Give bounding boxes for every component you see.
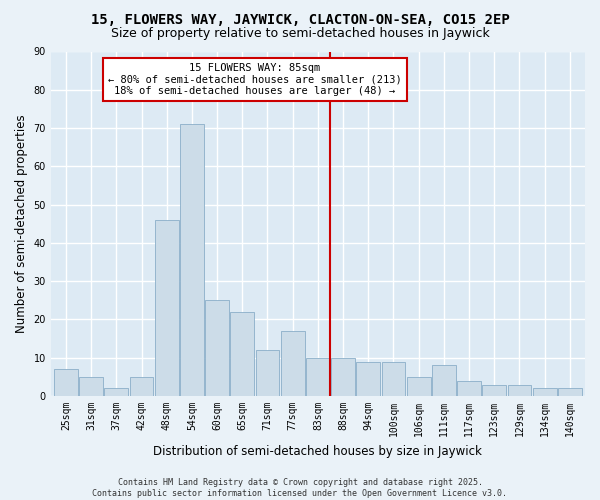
Bar <box>104 388 128 396</box>
Text: Contains HM Land Registry data © Crown copyright and database right 2025.
Contai: Contains HM Land Registry data © Crown c… <box>92 478 508 498</box>
Bar <box>155 220 179 396</box>
Text: 15, FLOWERS WAY, JAYWICK, CLACTON-ON-SEA, CO15 2EP: 15, FLOWERS WAY, JAYWICK, CLACTON-ON-SEA… <box>91 12 509 26</box>
Bar <box>281 331 305 396</box>
Bar <box>79 377 103 396</box>
Text: 15 FLOWERS WAY: 85sqm
← 80% of semi-detached houses are smaller (213)
18% of sem: 15 FLOWERS WAY: 85sqm ← 80% of semi-deta… <box>108 63 402 96</box>
Bar <box>407 377 431 396</box>
Bar <box>482 384 506 396</box>
Bar <box>130 377 154 396</box>
Bar <box>356 362 380 396</box>
Bar <box>230 312 254 396</box>
Bar <box>432 366 456 396</box>
Text: Size of property relative to semi-detached houses in Jaywick: Size of property relative to semi-detach… <box>110 28 490 40</box>
Bar <box>180 124 204 396</box>
Bar <box>306 358 330 396</box>
Bar <box>382 362 406 396</box>
Bar <box>205 300 229 396</box>
Bar <box>558 388 582 396</box>
Bar <box>54 370 78 396</box>
Bar <box>256 350 280 396</box>
X-axis label: Distribution of semi-detached houses by size in Jaywick: Distribution of semi-detached houses by … <box>154 444 482 458</box>
Bar <box>457 380 481 396</box>
Bar <box>508 384 532 396</box>
Y-axis label: Number of semi-detached properties: Number of semi-detached properties <box>15 114 28 333</box>
Bar <box>533 388 557 396</box>
Bar <box>331 358 355 396</box>
